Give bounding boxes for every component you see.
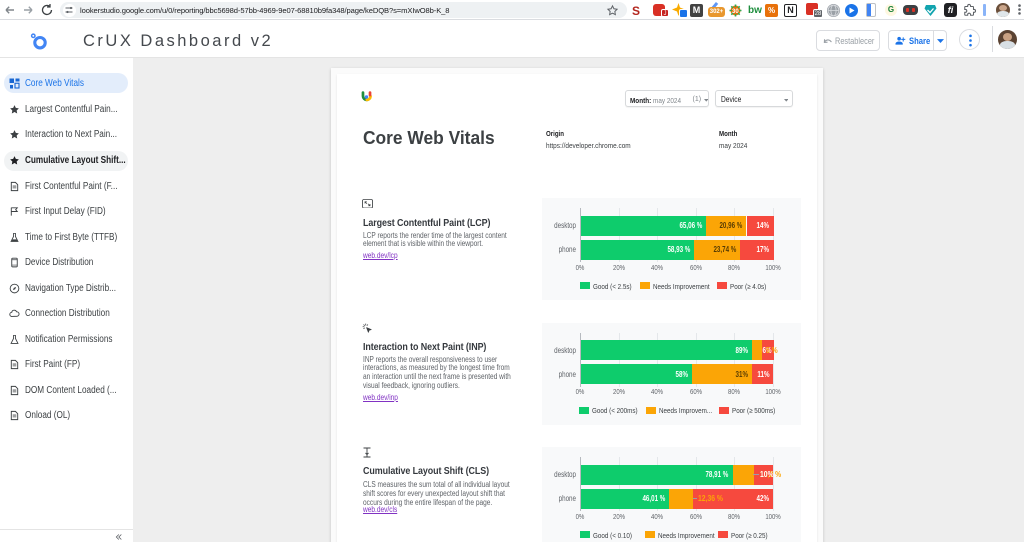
svg-text:30: 30	[732, 9, 739, 15]
